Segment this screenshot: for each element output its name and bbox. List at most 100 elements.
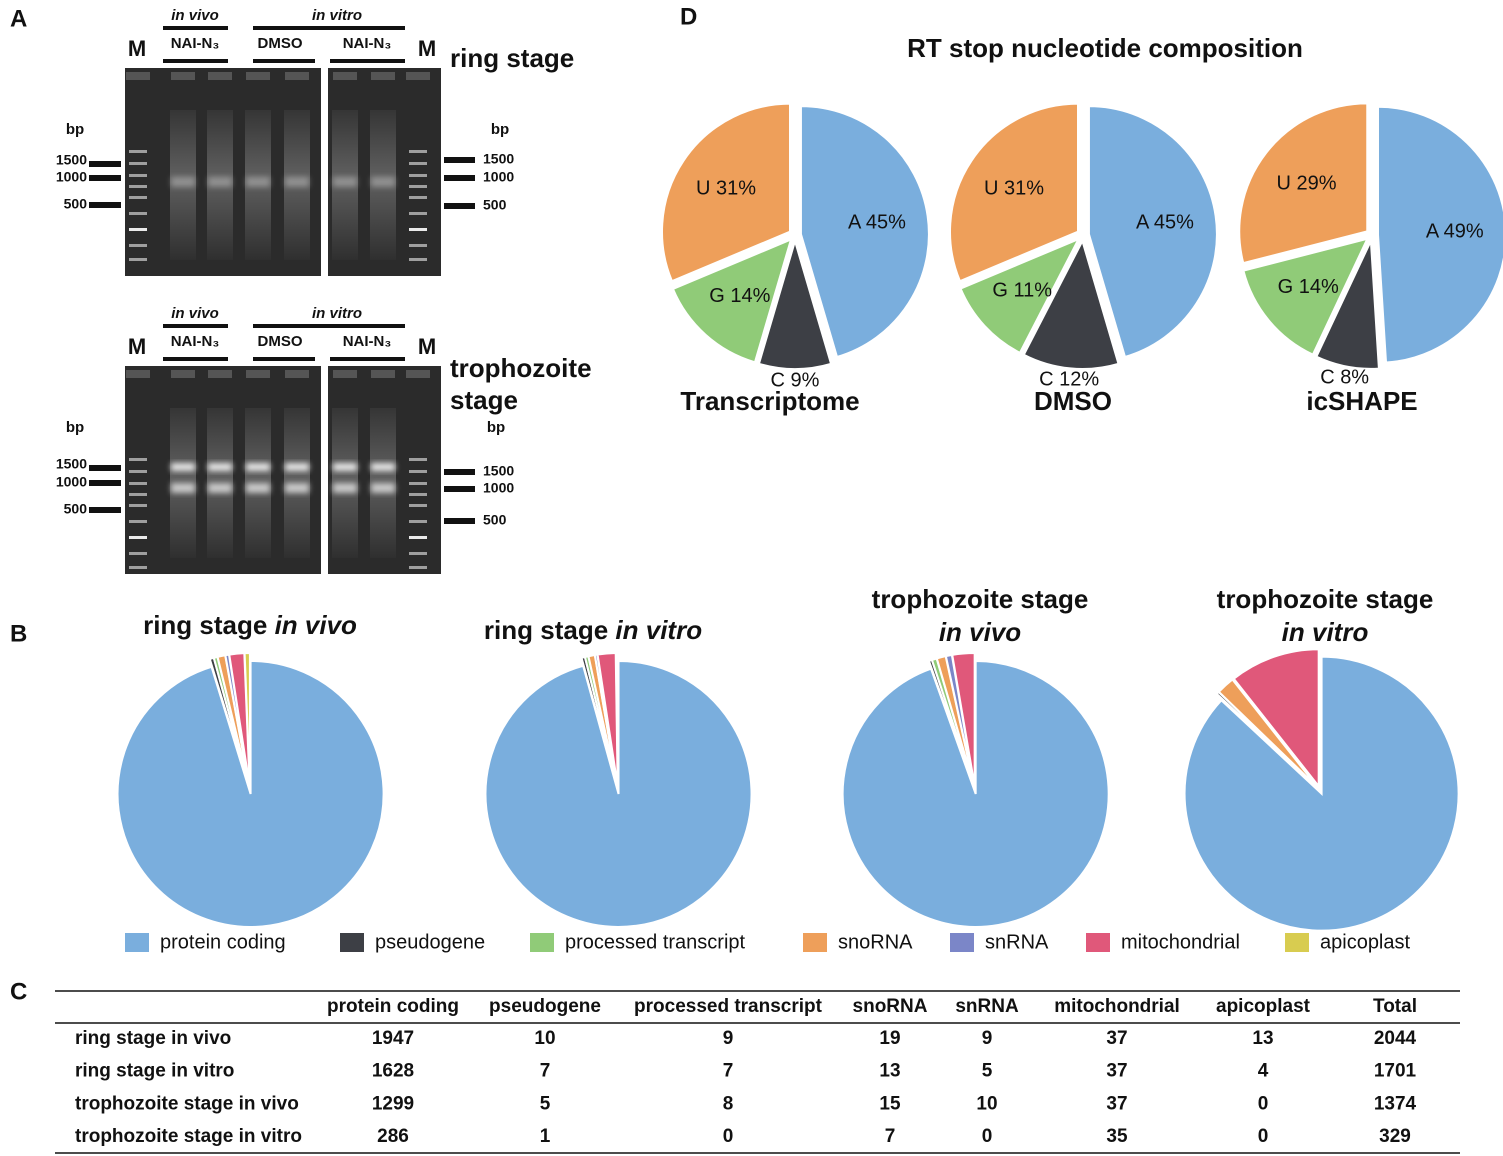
value-label: G 11%: [992, 279, 1052, 301]
pie-slice: [799, 105, 930, 359]
ladder-band: [129, 504, 147, 507]
ladder-band: [129, 552, 147, 555]
table-cell: 0: [723, 1126, 734, 1147]
table-cell: 4: [1258, 1061, 1269, 1082]
lane-label: DMSO: [258, 333, 303, 350]
well: [208, 370, 232, 378]
legend-swatch: [803, 933, 827, 952]
table-cell: 0: [1258, 1093, 1269, 1114]
pie-slice: [671, 237, 793, 364]
well: [333, 72, 357, 80]
ladder-band: [409, 536, 427, 539]
pie-title: in vitro: [1282, 617, 1369, 647]
ladder-band: [409, 482, 427, 485]
size-bar: [89, 161, 121, 167]
ladder-band: [129, 566, 147, 569]
panel-letter: A: [10, 5, 27, 32]
table-cell: 37: [1106, 1028, 1127, 1049]
panel-title: RT stop nucleotide composition: [907, 33, 1303, 63]
ladder-band: [409, 212, 427, 215]
lane-label: NAI-N₃: [343, 35, 392, 52]
size-bar: [89, 175, 121, 181]
table-cell: 1299: [372, 1093, 414, 1114]
pie-title: Transcriptome: [680, 386, 859, 416]
value-label: A 45%: [1136, 211, 1194, 233]
well: [246, 370, 270, 378]
well: [285, 370, 309, 378]
band: [333, 177, 357, 187]
ladder-band: [409, 458, 427, 461]
pie-title-part: ring stage: [484, 615, 608, 645]
table-cell: 7: [540, 1061, 551, 1082]
pie-slice: [116, 659, 385, 928]
size-label: 1500: [56, 152, 87, 168]
legend-label: apicoplast: [1320, 931, 1411, 953]
group-label: in vivo: [171, 7, 219, 24]
table-cell: 2044: [1374, 1028, 1417, 1049]
well: [171, 370, 195, 378]
pie-slice: [484, 659, 753, 928]
ladder-band: [129, 162, 147, 165]
ladder-band: [129, 482, 147, 485]
table-cell: 8: [723, 1093, 734, 1114]
pie-title: ring stage in vivo: [143, 610, 357, 640]
size-label: 1000: [56, 169, 87, 185]
legend-swatch: [1086, 933, 1110, 952]
value-label: U 31%: [984, 177, 1044, 199]
table-cell: 5: [982, 1061, 993, 1082]
size-bar: [444, 486, 475, 492]
table-header: Total: [1373, 996, 1417, 1017]
band: [333, 463, 357, 471]
legend-label: snoRNA: [838, 931, 913, 953]
band: [246, 463, 270, 471]
size-bar: [444, 157, 475, 163]
pie-slice: [1217, 678, 1319, 788]
size-label: 1000: [483, 480, 514, 496]
row-label: trophozoite stage in vivo: [75, 1093, 299, 1114]
panel-letter: C: [10, 978, 27, 1005]
table-header: pseudogene: [489, 996, 601, 1017]
ladder-band: [409, 493, 427, 496]
value-label: G 14%: [709, 285, 770, 307]
size-bar: [89, 480, 121, 486]
well: [371, 72, 395, 80]
band: [246, 483, 270, 493]
table-cell: 286: [377, 1126, 409, 1147]
pie-slice: [614, 651, 619, 787]
pie-slice: [841, 659, 1110, 928]
unit-label: bp: [66, 121, 84, 138]
row-label: ring stage in vivo: [75, 1028, 231, 1049]
value-label: A 49%: [1426, 221, 1484, 243]
ladder-band: [129, 458, 147, 461]
pie-title-part: in vitro: [615, 615, 702, 645]
table-cell: 9: [723, 1028, 734, 1049]
table-cell: 35: [1106, 1126, 1128, 1147]
table-cell: 13: [879, 1061, 900, 1082]
band: [285, 463, 309, 471]
pie-slice: [243, 652, 251, 787]
well: [126, 370, 150, 378]
band: [171, 177, 195, 187]
band: [246, 177, 270, 187]
table-header: snRNA: [955, 996, 1019, 1017]
table-cell: 5: [540, 1093, 551, 1114]
pie-slice: [959, 237, 1081, 355]
lane-label: NAI-N₃: [171, 35, 220, 52]
pie-title-part: ring stage: [143, 610, 267, 640]
table-cell: 15: [879, 1093, 901, 1114]
legend-label: mitochondrial: [1121, 931, 1240, 953]
pie-slice: [661, 102, 792, 283]
table-cell: 10: [534, 1028, 555, 1049]
table-cell: 7: [723, 1061, 734, 1082]
size-label: 1000: [483, 169, 514, 185]
table-cell: 19: [879, 1028, 900, 1049]
value-label: C 8%: [1320, 367, 1369, 389]
unit-label: bp: [487, 419, 505, 436]
band: [208, 463, 232, 471]
well: [333, 370, 357, 378]
table-header: processed transcript: [634, 996, 823, 1017]
value-label: C 9%: [771, 369, 820, 391]
unit-label: bp: [66, 419, 84, 436]
ladder-band: [129, 212, 147, 215]
